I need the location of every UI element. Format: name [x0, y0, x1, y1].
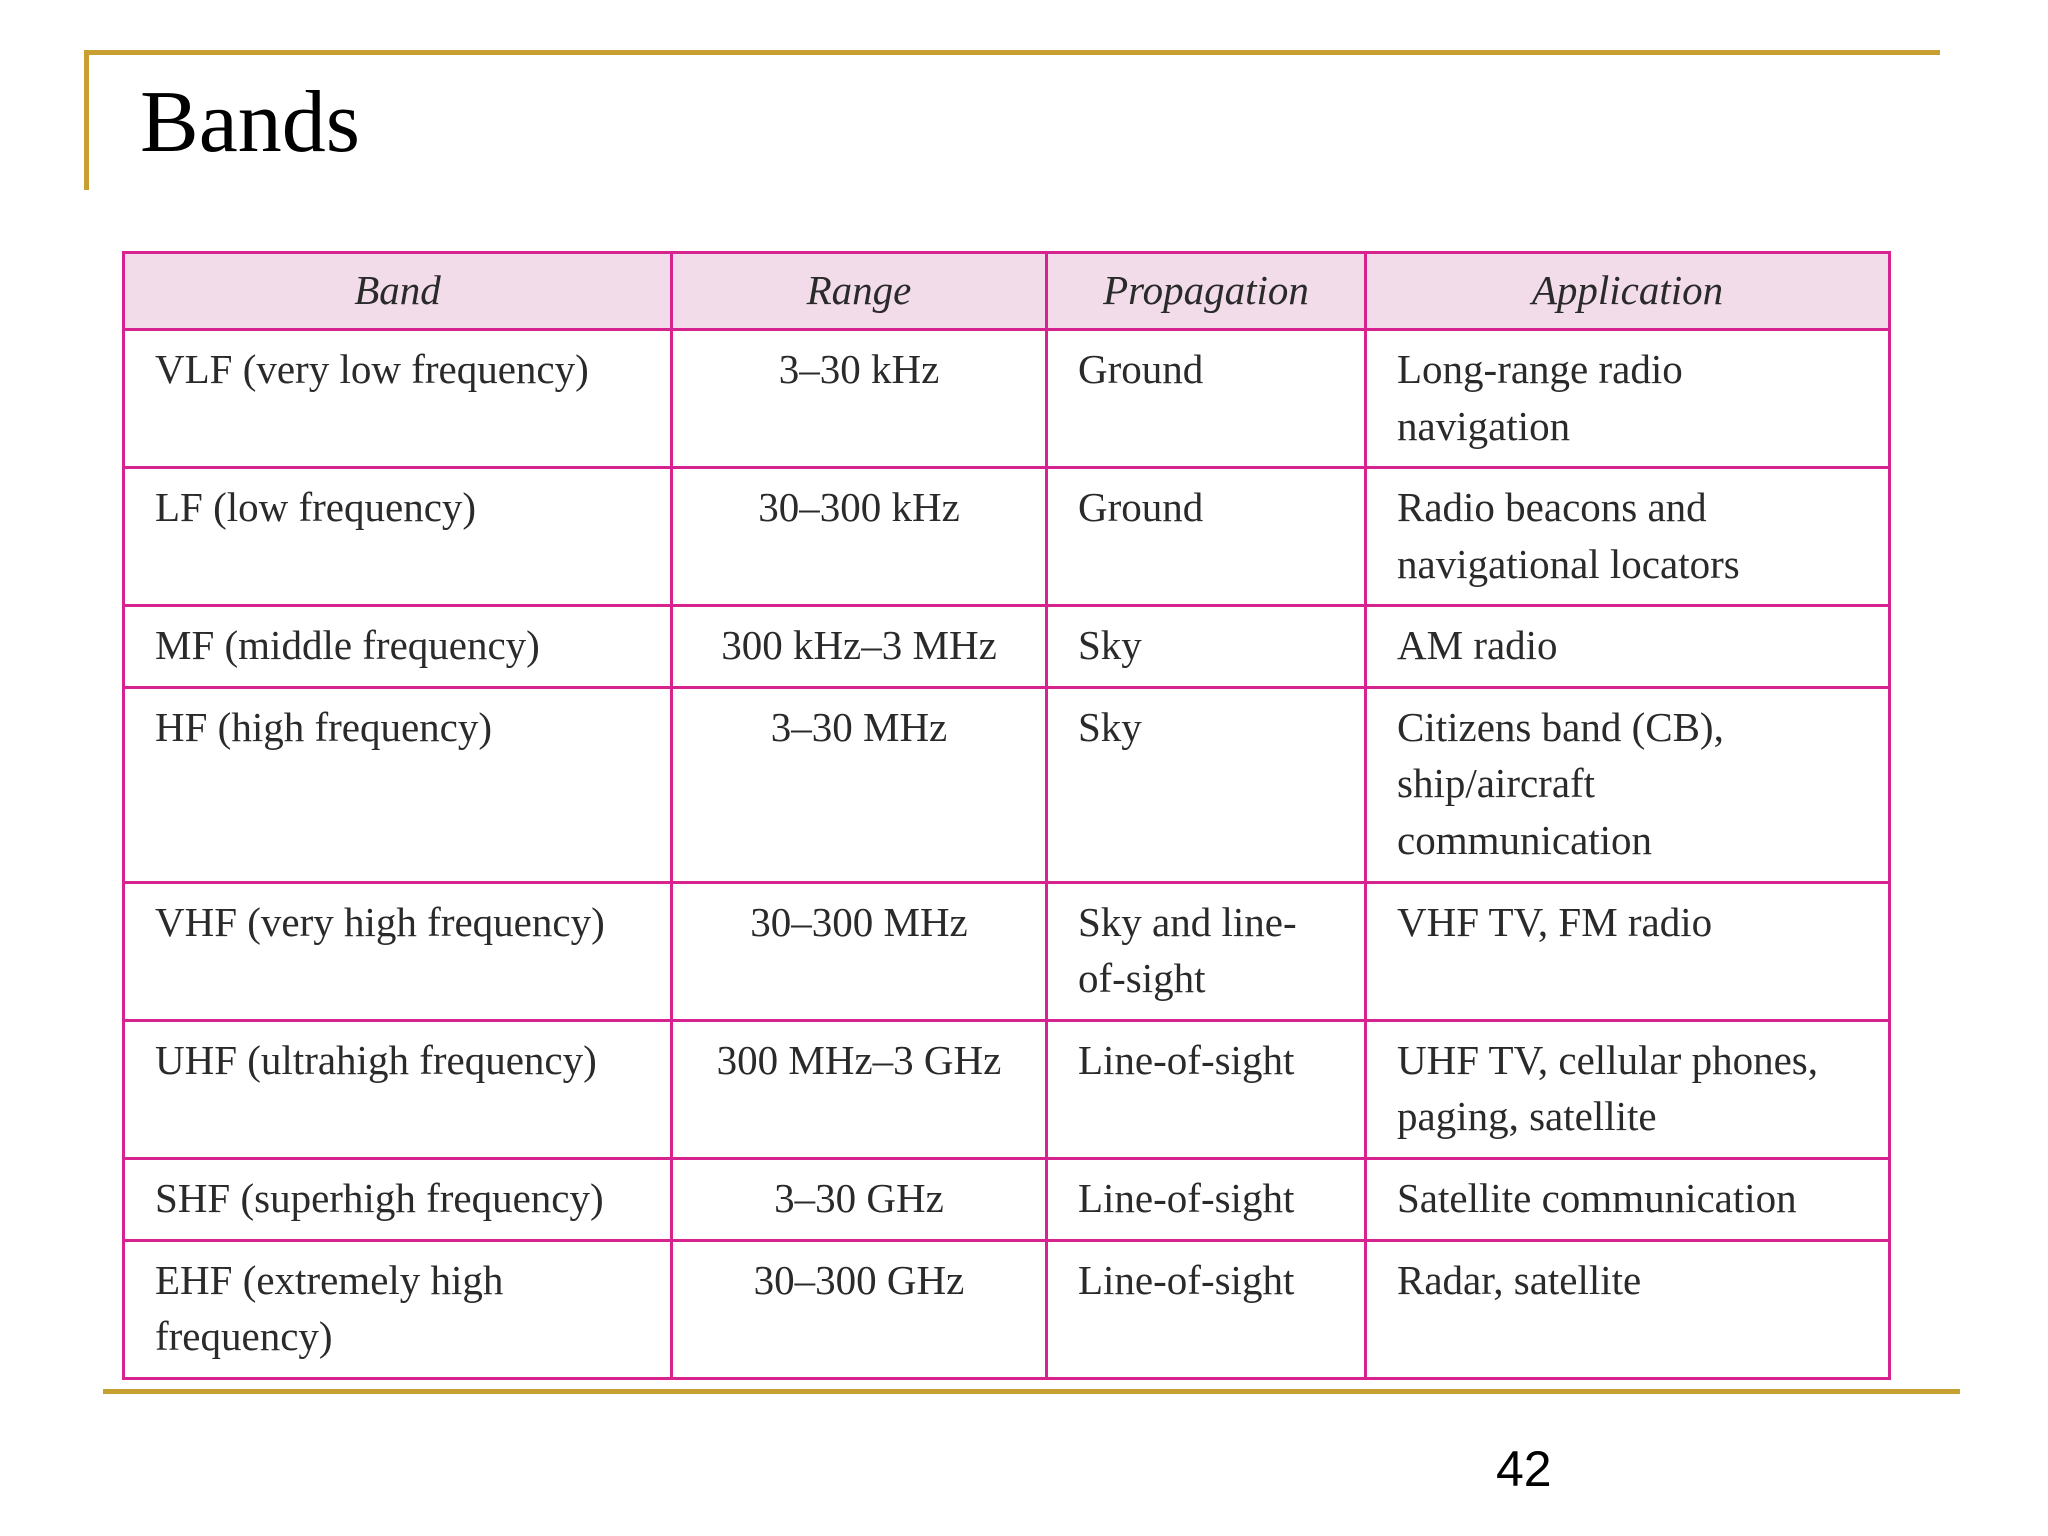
cell-propagation: Sky: [1045, 685, 1367, 884]
cell-propagation: Ground: [1045, 466, 1367, 608]
cell-propagation: Line-of-sight: [1045, 1238, 1367, 1380]
cell-application: Long-range radio navigation: [1364, 327, 1891, 470]
cell-band: VLF (very low frequency): [122, 327, 673, 470]
table-row: UHF (ultrahigh frequency) 300 MHz–3 GHz …: [122, 1018, 1891, 1160]
cell-propagation: Line-of-sight: [1045, 1018, 1367, 1160]
table-row: HF (high frequency) 3–30 MHz Sky Citizen…: [122, 685, 1891, 884]
bands-table: Band Range Propagation Application VLF (…: [122, 251, 1891, 1380]
cell-range: 3–30 kHz: [670, 327, 1048, 470]
footer-divider: [103, 1389, 1960, 1394]
cell-range: 30–300 GHz: [670, 1238, 1048, 1380]
cell-propagation: Ground: [1045, 327, 1367, 470]
cell-propagation: Sky: [1045, 604, 1367, 689]
table-row: LF (low frequency) 30–300 kHz Ground Rad…: [122, 466, 1891, 608]
cell-application: Citizens band (CB), ship/aircraft commun…: [1364, 685, 1891, 884]
cell-band: LF (low frequency): [122, 466, 673, 608]
table-row: MF (middle frequency) 300 kHz–3 MHz Sky …: [122, 604, 1891, 689]
cell-range: 3–30 GHz: [670, 1156, 1048, 1242]
cell-application: Radio beacons and navigational locators: [1364, 466, 1891, 608]
cell-application: AM radio: [1364, 604, 1891, 689]
cell-range: 30–300 MHz: [670, 880, 1048, 1022]
cell-band: MF (middle frequency): [122, 604, 673, 689]
table-row: VHF (very high frequency) 30–300 MHz Sky…: [122, 880, 1891, 1022]
header-application: Application: [1364, 251, 1891, 331]
title-frame: [84, 50, 1940, 190]
slide-title: Bands: [140, 74, 360, 171]
cell-range: 300 MHz–3 GHz: [670, 1018, 1048, 1160]
header-range: Range: [670, 251, 1048, 331]
header-propagation: Propagation: [1045, 251, 1367, 331]
cell-band: HF (high frequency): [122, 685, 673, 884]
table-row: VLF (very low frequency) 3–30 kHz Ground…: [122, 327, 1891, 470]
cell-band: SHF (superhigh frequency): [122, 1156, 673, 1242]
cell-application: UHF TV, cellular phones, paging, satelli…: [1364, 1018, 1891, 1160]
header-band: Band: [122, 251, 673, 331]
cell-application: Satellite communication: [1364, 1156, 1891, 1242]
cell-range: 30–300 kHz: [670, 466, 1048, 608]
table-row: SHF (superhigh frequency) 3–30 GHz Line-…: [122, 1156, 1891, 1242]
cell-application: VHF TV, FM radio: [1364, 880, 1891, 1022]
cell-band: UHF (ultrahigh frequency): [122, 1018, 673, 1160]
page-number: 42: [1496, 1441, 1552, 1497]
cell-propagation: Sky and line-of-sight: [1045, 880, 1367, 1022]
cell-band: EHF (extremely high frequency): [122, 1238, 673, 1380]
table-header-row: Band Range Propagation Application: [122, 251, 1891, 331]
cell-application: Radar, satellite: [1364, 1238, 1891, 1380]
cell-band: VHF (very high frequency): [122, 880, 673, 1022]
table-row: EHF (extremely high frequency) 30–300 GH…: [122, 1238, 1891, 1380]
bands-table-container: Band Range Propagation Application VLF (…: [122, 251, 1891, 1380]
cell-range: 3–30 MHz: [670, 685, 1048, 884]
cell-propagation: Line-of-sight: [1045, 1156, 1367, 1242]
cell-range: 300 kHz–3 MHz: [670, 604, 1048, 689]
